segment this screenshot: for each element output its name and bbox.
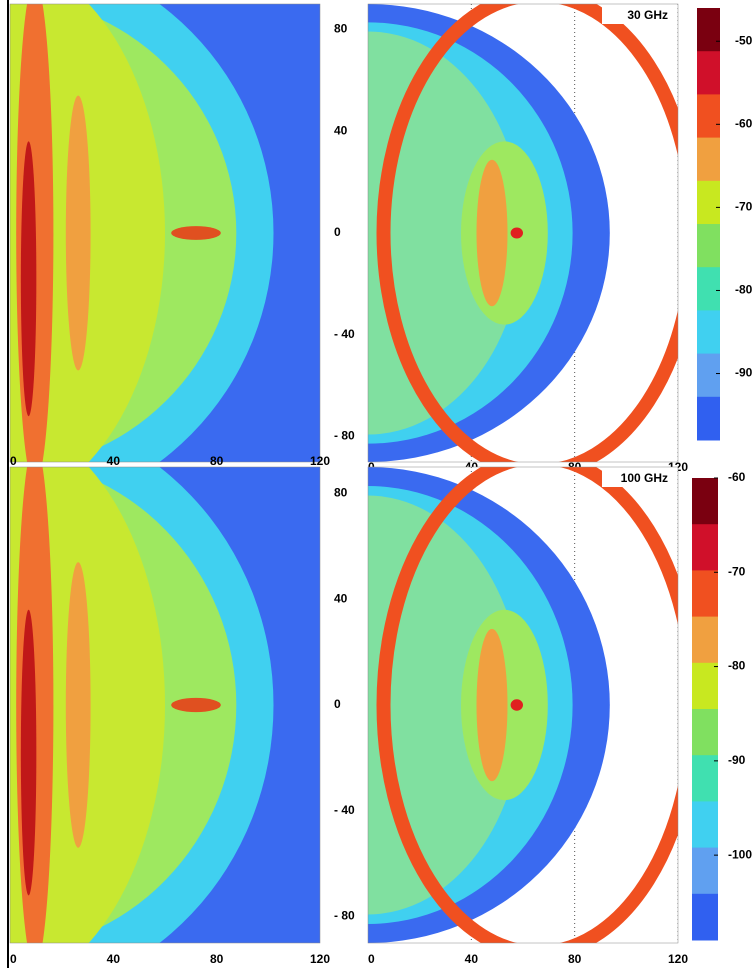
y-tick-label: 0 (334, 697, 341, 711)
colorbar-tick-label: -60 (728, 470, 746, 484)
colorbar-segment (697, 51, 720, 95)
colorbar-tick-label: -80 (728, 659, 746, 673)
x-tick-label: 40 (465, 952, 479, 966)
colorbar-segment (692, 524, 718, 571)
heatmap (368, 467, 678, 943)
heat-arc (376, 467, 678, 943)
x-tick-label: 40 (107, 454, 121, 468)
colorbar-tick-label: -100 (728, 847, 752, 861)
colorbar-tick-label: -80 (735, 283, 752, 297)
colorbar-segment (697, 180, 720, 225)
x-tick-label: 40 (107, 952, 121, 966)
y-tick-label: 80 (334, 486, 348, 500)
heat-arc (376, 4, 678, 462)
panel-frame (367, 3, 679, 463)
colorbar-tick-label: -70 (728, 564, 746, 578)
x-tick-label: 120 (310, 454, 330, 468)
heat-region (510, 227, 523, 239)
colorbar-segment (692, 893, 718, 941)
panel-frame (9, 466, 321, 944)
colorbar-segment (692, 478, 718, 525)
annotation-bg (602, 6, 676, 24)
x-tick-label: 0 (10, 454, 17, 468)
y-tick-label: - 40 (334, 327, 355, 341)
x-tick-label: 0 (368, 952, 375, 966)
colorbar-segment (697, 94, 720, 139)
colorbar-tick-label: -60 (735, 116, 752, 130)
colorbar-segment (697, 137, 720, 182)
y-tick-label: - 40 (334, 803, 355, 817)
colorbar-tick-label: -70 (735, 200, 752, 214)
heat-region (510, 699, 523, 711)
heat-region (65, 95, 91, 371)
heat-region (20, 141, 37, 417)
colorbar-segment (697, 224, 720, 268)
colorbar-tick-label: -90 (735, 366, 752, 380)
colorbar-segment (692, 847, 718, 895)
colorbar-segment (692, 755, 718, 802)
heat-region (368, 495, 523, 915)
colorbar-segment (692, 801, 718, 849)
annotation-bg (602, 469, 676, 487)
colorbar-tick-label: -90 (728, 753, 746, 767)
y-tick-label: 40 (334, 123, 348, 137)
heat-region (171, 226, 221, 240)
colorbar-tick-label: -50 (735, 33, 752, 47)
x-tick-label: 0 (10, 952, 17, 966)
colorbar-segment (692, 709, 718, 756)
panel-frame (9, 3, 321, 463)
colorbar-segment (697, 267, 720, 311)
colorbar-segment (697, 353, 720, 398)
heatmap (368, 4, 678, 462)
colorbar-segment (692, 616, 718, 664)
x-tick-label: 80 (210, 952, 224, 966)
colorbar-segment (697, 396, 720, 441)
heat-region (476, 159, 508, 307)
annotation: 30 GHz (627, 8, 668, 22)
colorbar-segment (692, 662, 718, 710)
x-tick-label: 120 (668, 952, 688, 966)
heat-region (368, 31, 523, 435)
x-tick-label: 120 (310, 952, 330, 966)
heat-region (171, 697, 221, 713)
heatmap (10, 4, 320, 462)
heat-region (476, 628, 508, 782)
y-tick-label: 0 (334, 225, 341, 239)
heat-region (20, 609, 37, 896)
colorbar-segment (697, 8, 720, 52)
heatmap (10, 467, 320, 943)
heat-region (65, 562, 91, 848)
y-tick-label: 80 (334, 22, 348, 36)
y-tick-label: 40 (334, 591, 348, 605)
x-tick-label: 80 (210, 454, 224, 468)
y-tick-label: - 80 (334, 429, 355, 443)
y-tick-label: - 80 (334, 909, 355, 923)
colorbar-segment (692, 570, 718, 618)
colorbar-segment (697, 310, 720, 355)
annotation: 100 GHz (621, 471, 668, 485)
panel-frame (367, 466, 679, 944)
x-tick-label: 80 (568, 952, 582, 966)
